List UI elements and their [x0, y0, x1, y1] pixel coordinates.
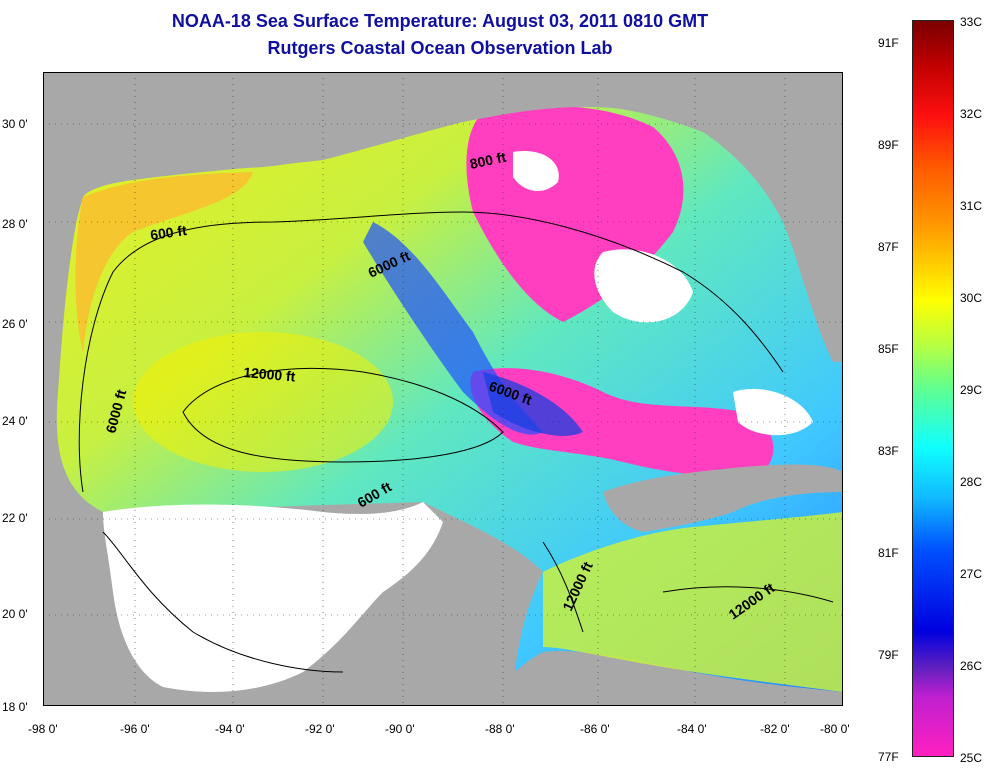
colorbar-c-31: 31C [960, 199, 983, 213]
lon-label-90: -90 0' [385, 722, 415, 736]
colorbar-f-87: 87F [878, 240, 899, 254]
cloud-east2 [733, 388, 813, 436]
lon-label-94: -94 0' [215, 722, 245, 736]
depth-contours [78, 211, 834, 673]
lat-label-24: 24 0' [2, 414, 28, 428]
colorbar-c-25: 25C [960, 751, 983, 765]
yucatan-cloud [103, 502, 443, 692]
cloud-east [594, 249, 693, 323]
central-america-land [483, 651, 843, 706]
temperature-colorbar [912, 20, 954, 757]
sst-map-svg: 600 ft 6000 ft 800 ft 12000 ft 6000 ft 6… [43, 72, 843, 706]
warm-core [133, 332, 393, 472]
colorbar-c-33: 33C [960, 15, 983, 29]
colorbar-f-79: 79F [878, 648, 899, 662]
cool-streak-2 [483, 372, 583, 436]
warm-shelf-band [75, 172, 253, 352]
lon-label-92: -92 0' [305, 722, 335, 736]
lon-label-82: -82 0' [760, 722, 790, 736]
contour-label-800-ne: 800 ft [468, 149, 507, 172]
colorbar-f-89: 89F [878, 138, 899, 152]
lat-label-26: 26 0' [2, 317, 28, 331]
colorbar-c-30: 30C [960, 291, 983, 305]
contour-label-600-west: 600 ft [149, 222, 188, 243]
colorbar-f-85: 85F [878, 342, 899, 356]
colorbar-f-77: 77F [878, 750, 899, 764]
grid-lines [43, 72, 843, 706]
colorbar-c-28: 28C [960, 475, 983, 489]
florida-land [773, 72, 843, 362]
lat-label-28: 28 0' [2, 217, 28, 231]
lon-label-80: -80 0' [820, 722, 850, 736]
map-subtitle: Rutgers Coastal Ocean Observation Lab [267, 38, 613, 58]
lon-label-84: -84 0' [677, 722, 707, 736]
mexico-land [43, 572, 123, 706]
lon-label-86: -86 0' [580, 722, 610, 736]
cuba-land [603, 464, 843, 532]
cool-patch-east [470, 368, 774, 477]
sea-surface-temperature-map: 600 ft 6000 ft 800 ft 12000 ft 6000 ft 6… [43, 72, 843, 706]
lon-label-96: -96 0' [120, 722, 150, 736]
colorbar-c-27: 27C [960, 567, 983, 581]
lat-label-30: 30 0' [2, 117, 28, 131]
lon-label-98: -98 0' [28, 722, 58, 736]
contour-label-12000-center: 12000 ft [243, 364, 297, 385]
us-coast-land [43, 72, 773, 312]
colorbar-f-81: 81F [878, 546, 899, 560]
caribbean-water [543, 512, 843, 692]
lat-label-18: 18 0' [2, 700, 28, 714]
yucatan-land [343, 522, 523, 706]
map-title: NOAA-18 Sea Surface Temperature: August … [171, 11, 709, 31]
cloud-ne [513, 151, 559, 192]
colorbar-c-26: 26C [960, 659, 983, 673]
lat-label-22: 22 0' [2, 511, 28, 525]
colorbar-c-32: 32C [960, 107, 983, 121]
colorbar-c-29: 29C [960, 383, 983, 397]
colorbar-f-91: 91F [878, 36, 899, 50]
lon-label-88: -88 0' [485, 722, 515, 736]
lat-label-20: 20 0' [2, 607, 28, 621]
colorbar-f-83: 83F [878, 444, 899, 458]
map-frame [43, 72, 843, 706]
